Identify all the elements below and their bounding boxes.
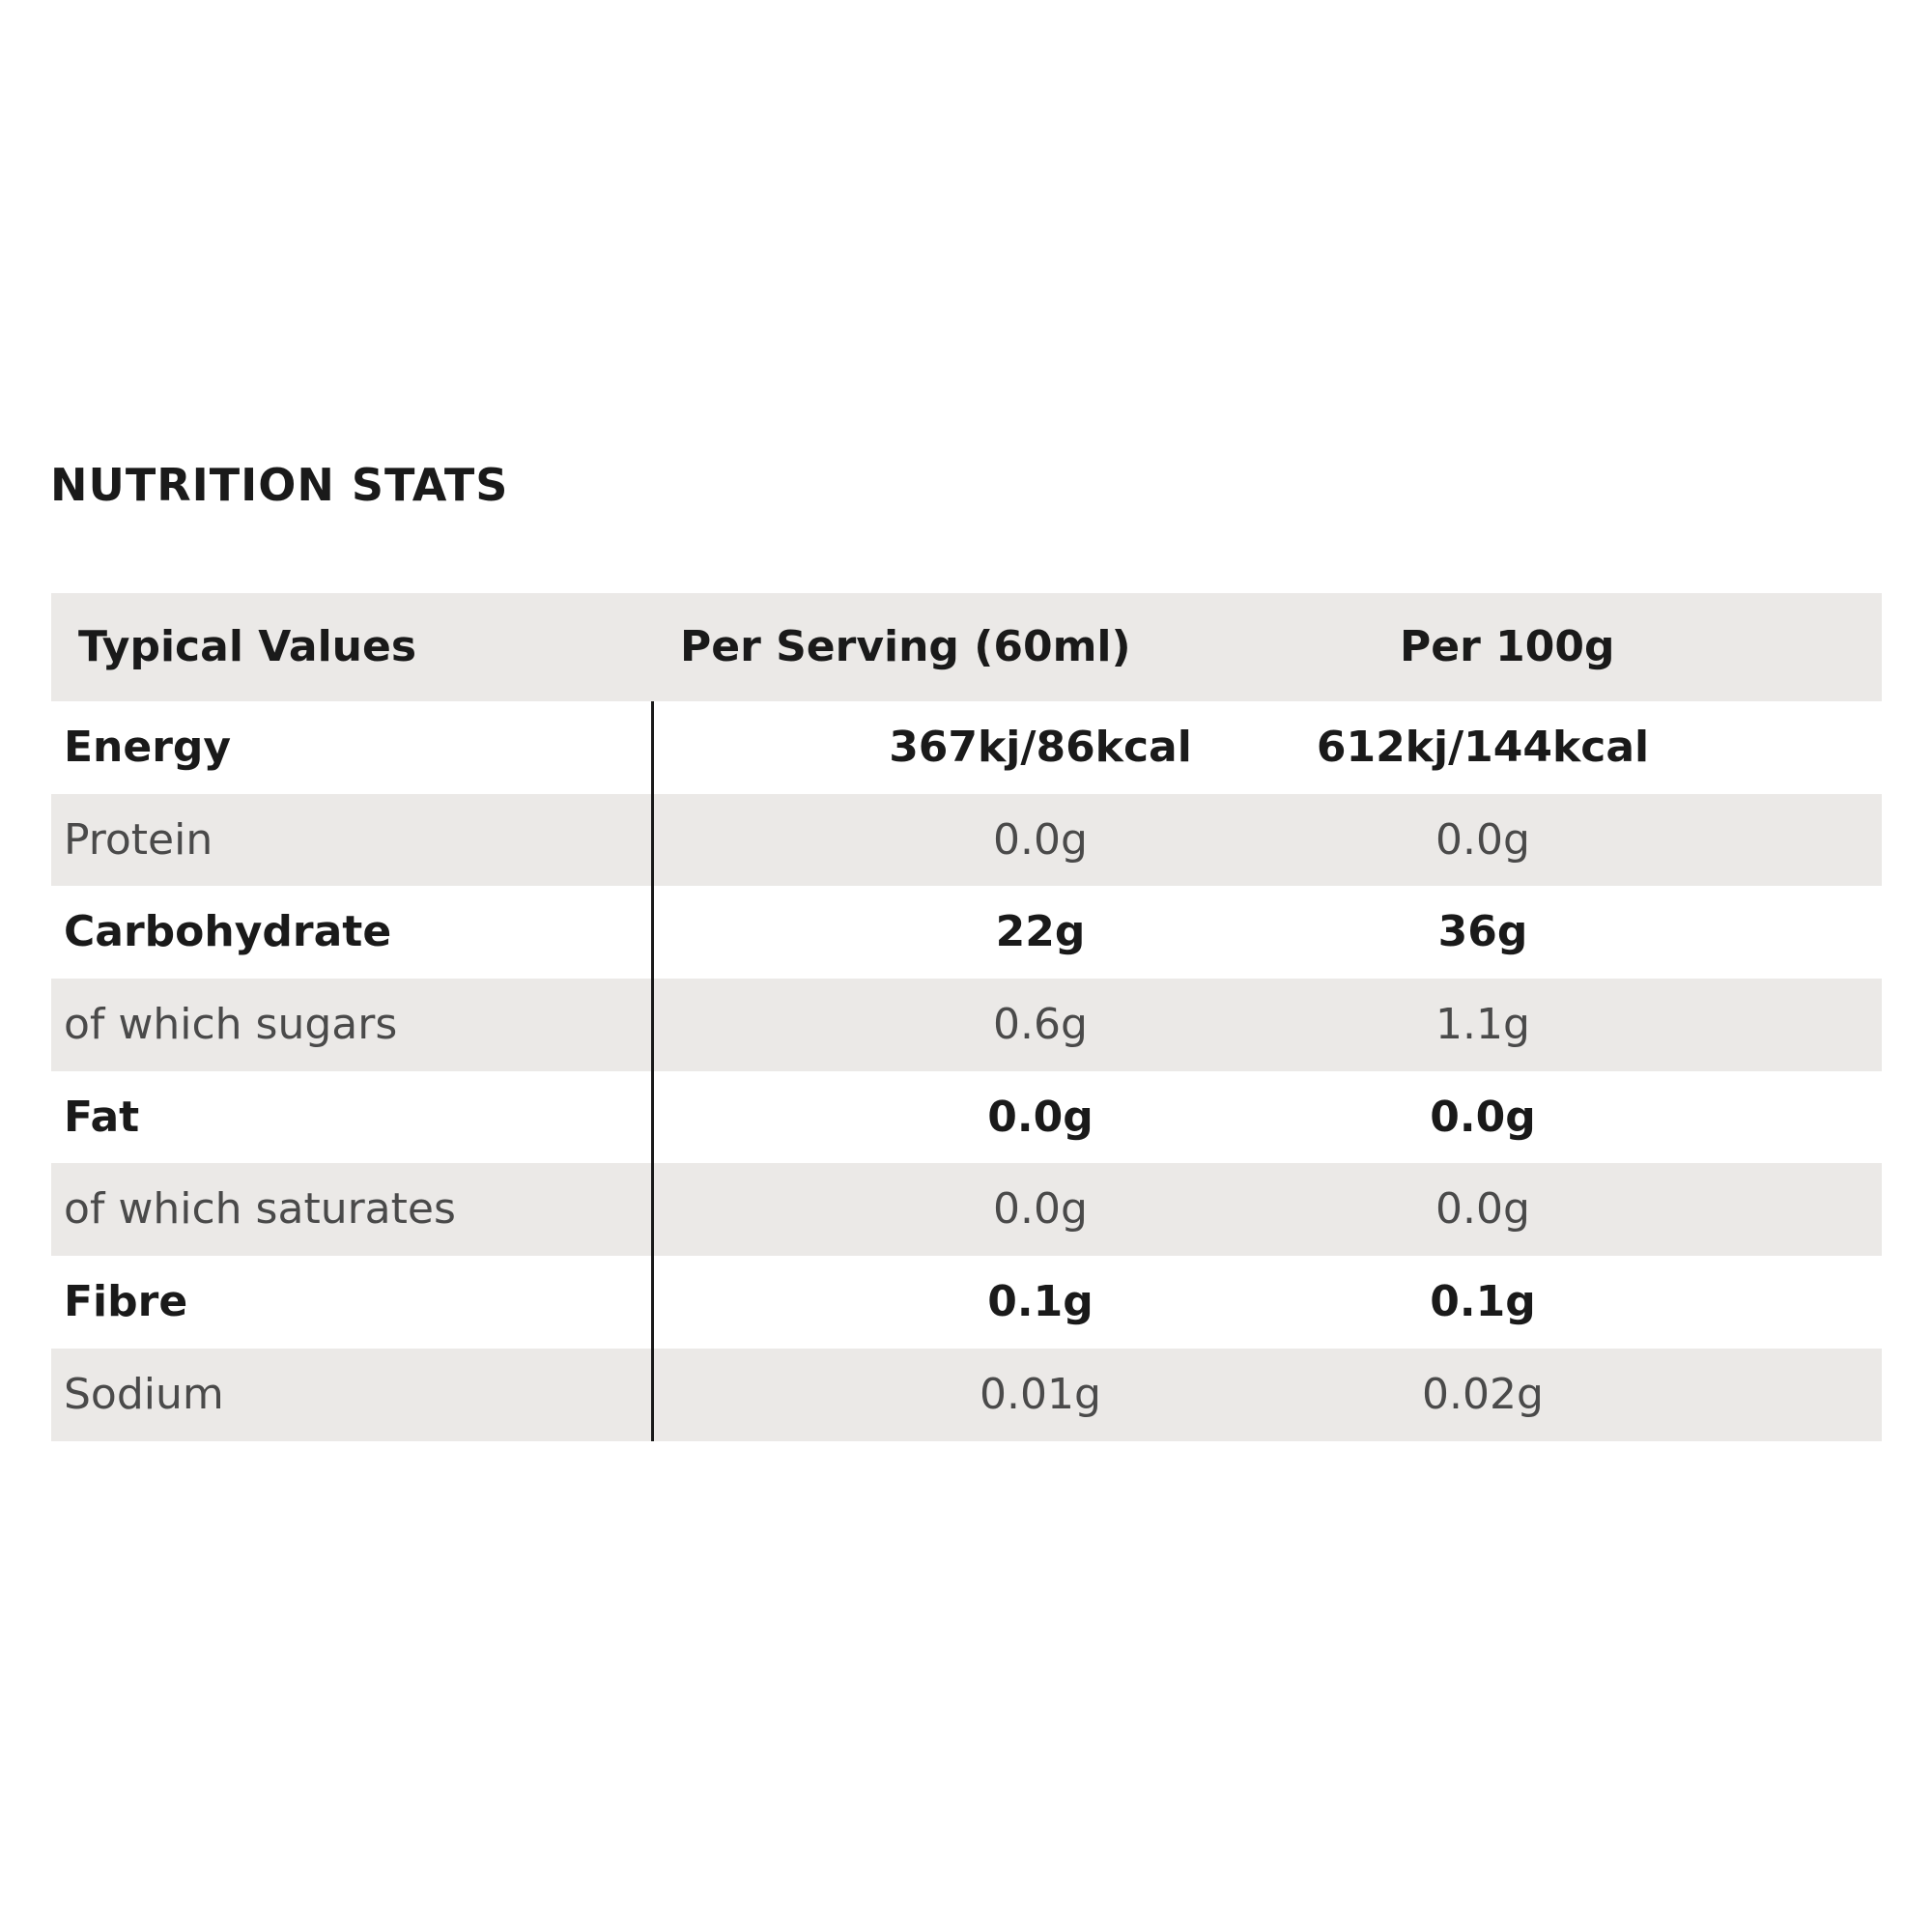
row-per-100g-value: 612kj/144kcal [1316,723,1650,772]
row-per-serving-value: 367kj/86kcal [889,723,1192,772]
table-row-protein: Protein 0.0g 0.0g [51,793,1882,887]
row-label: Fat [64,1092,140,1142]
row-per-serving-value: 0.0g [993,814,1088,865]
table-row-fat: Fat 0.0g 0.0g [51,1070,1882,1164]
row-label: Sodium [64,1369,224,1419]
table-row-fibre: Fibre 0.1g 0.1g [51,1256,1882,1349]
row-per-100g-value: 0.0g [1435,1184,1530,1235]
header-per-100g: Per 100g [1400,622,1615,671]
table-header: Typical Values Per Serving (60ml) Per 10… [51,593,1882,701]
row-label: Carbohydrate [64,907,392,957]
column-divider [651,701,654,1441]
row-label: of which saturates [64,1184,456,1235]
table-row-sodium: Sodium 0.01g 0.02g [51,1348,1882,1441]
header-per-serving: Per Serving (60ml) [680,622,1131,671]
row-per-serving-value: 22g [995,907,1086,957]
row-per-100g-value: 0.02g [1422,1369,1544,1419]
table-row-sugars: of which sugars 0.6g 1.1g [51,979,1882,1071]
page-title: NUTRITION STATS [50,459,509,511]
row-label: Energy [64,723,232,772]
row-per-100g-value: 1.1g [1435,1000,1530,1050]
nutrition-table: Typical Values Per Serving (60ml) Per 10… [51,593,1882,1441]
row-per-serving-value: 0.1g [987,1277,1094,1327]
row-per-serving-value: 0.0g [993,1184,1088,1235]
table-row-energy: Energy 367kj/86kcal 612kj/144kcal [51,701,1882,794]
header-typical-values: Typical Values [78,622,417,671]
table-body: Energy 367kj/86kcal 612kj/144kcal Protei… [51,701,1882,1441]
row-label: Protein [64,814,213,865]
row-per-100g-value: 0.1g [1430,1277,1536,1327]
row-per-100g-value: 36g [1437,907,1528,957]
row-label: Fibre [64,1277,188,1327]
row-label: of which sugars [64,1000,398,1050]
table-row-saturates: of which saturates 0.0g 0.0g [51,1163,1882,1257]
row-per-serving-value: 0.01g [980,1369,1101,1419]
row-per-serving-value: 0.0g [987,1092,1094,1142]
row-per-100g-value: 0.0g [1430,1092,1536,1142]
table-row-carbohydrate: Carbohydrate 22g 36g [51,886,1882,980]
row-per-serving-value: 0.6g [993,1000,1088,1050]
row-per-100g-value: 0.0g [1435,814,1530,865]
